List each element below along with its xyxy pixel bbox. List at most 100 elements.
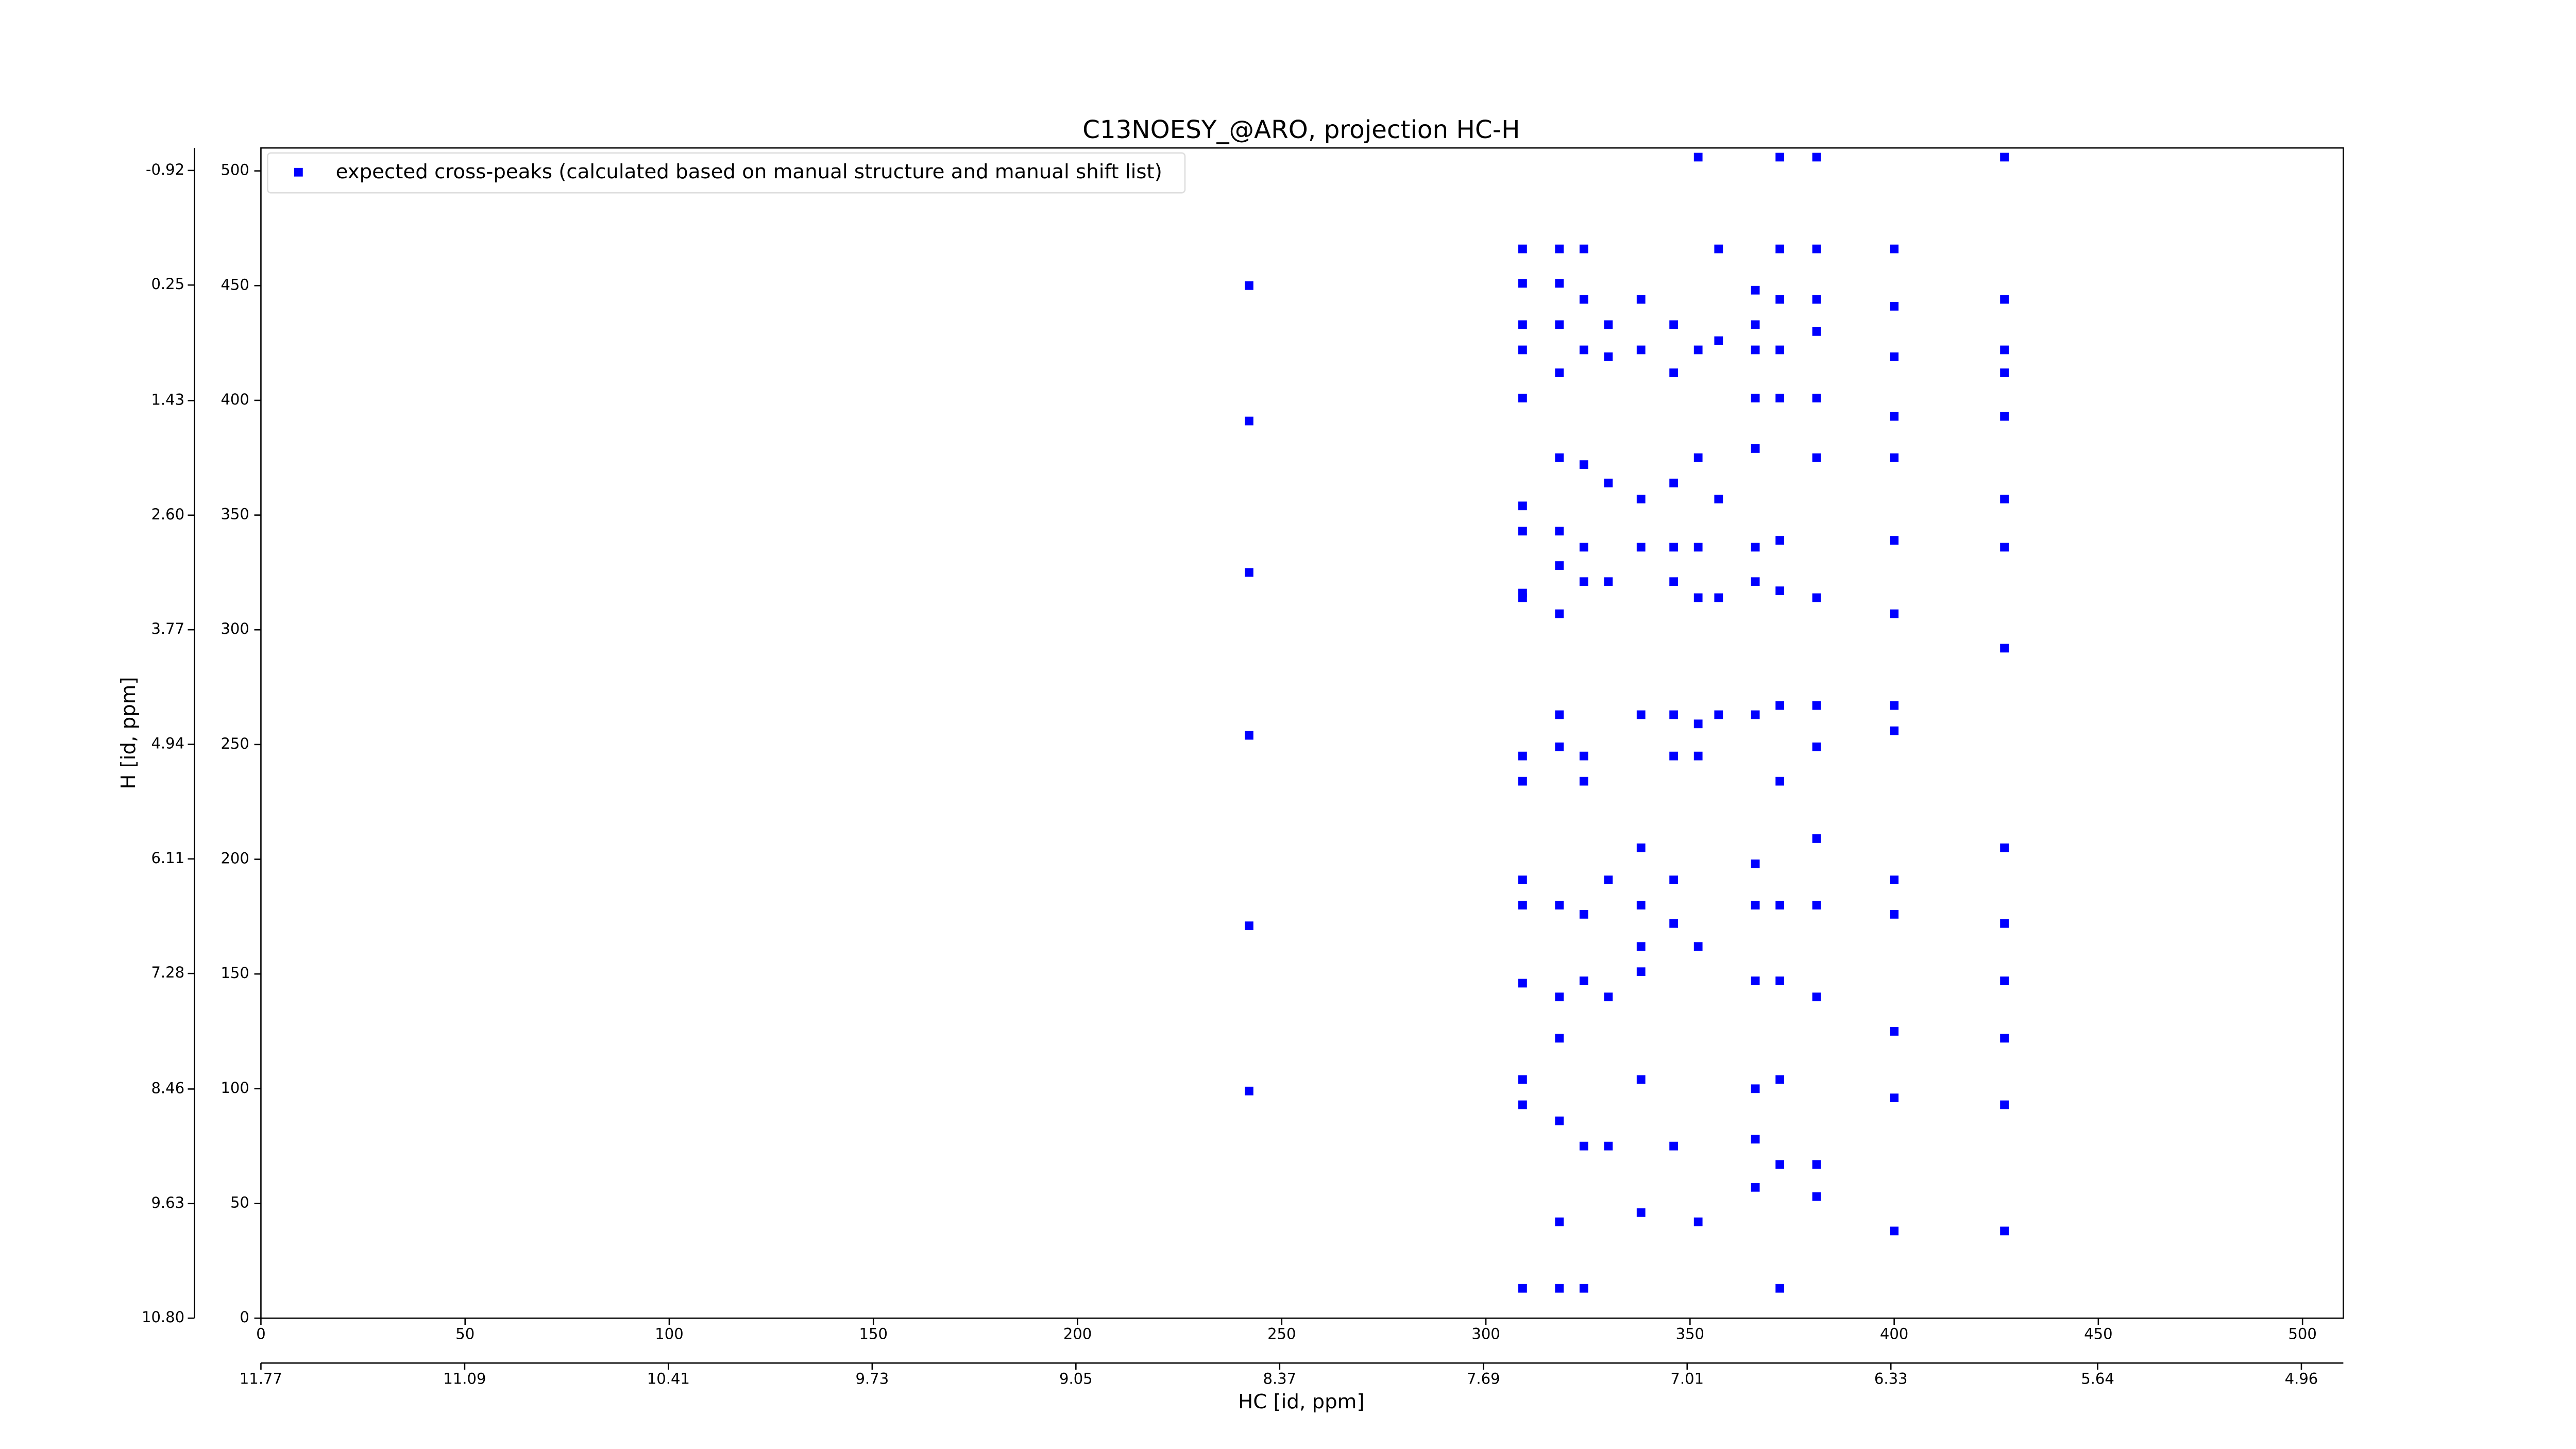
x-tick-label: 450	[2084, 1325, 2112, 1342]
y-tick-label: 250	[221, 735, 249, 752]
x2-tick-label: 6.33	[1874, 1370, 1908, 1387]
cross-peak	[1775, 1160, 1785, 1169]
cross-peak	[1245, 568, 1253, 577]
cross-peak	[1604, 875, 1613, 884]
cross-peak	[1636, 710, 1646, 719]
cross-peak	[1812, 327, 1821, 336]
y-tick-label: 150	[221, 964, 249, 982]
cross-peak	[1518, 875, 1527, 884]
cross-peak	[1890, 453, 1899, 462]
cross-peak	[1245, 921, 1253, 931]
cross-peak	[1636, 345, 1646, 355]
cross-peak	[1636, 295, 1646, 304]
cross-peak	[1604, 1141, 1613, 1151]
cross-peak	[1518, 394, 1527, 402]
cross-peak	[1636, 1075, 1646, 1084]
x-tick-label: 50	[455, 1325, 474, 1342]
cross-peak	[1555, 1116, 1564, 1125]
cross-peak	[1555, 901, 1564, 909]
cross-peak	[1775, 345, 1785, 355]
cross-peak	[1775, 701, 1785, 710]
cross-peak	[1751, 345, 1760, 355]
y2-tick-label: 7.28	[151, 964, 184, 981]
cross-peak	[2000, 295, 2009, 304]
cross-peak	[1890, 1093, 1899, 1103]
cross-peak	[1693, 1217, 1703, 1226]
cross-peak	[1890, 536, 1899, 545]
cross-peak	[1812, 453, 1821, 462]
cross-peak	[2000, 1100, 2009, 1109]
cross-peak	[1518, 1075, 1527, 1084]
cross-peak	[2000, 368, 2009, 377]
cross-peak	[1518, 345, 1527, 355]
cross-peak	[2000, 412, 2009, 421]
cross-peak	[1555, 1217, 1564, 1226]
cross-peak	[1518, 751, 1527, 761]
cross-peak	[1890, 301, 1899, 311]
x2-tick-label: 7.01	[1670, 1370, 1704, 1387]
cross-peak	[1812, 394, 1821, 402]
cross-peak	[1518, 777, 1527, 786]
cross-peak	[1245, 281, 1253, 290]
x-tick-label: 0	[256, 1325, 265, 1342]
x-tick-label: 100	[655, 1325, 683, 1342]
x2-tick-label: 4.96	[2285, 1370, 2318, 1387]
cross-peak	[1751, 976, 1760, 985]
cross-peak	[1579, 460, 1588, 469]
cross-peak	[1636, 1208, 1646, 1217]
cross-peak	[1604, 992, 1613, 1002]
cross-peak	[1555, 992, 1564, 1002]
x-tick-label: 300	[1471, 1325, 1500, 1342]
cross-peak	[2000, 843, 2009, 852]
cross-peak	[1636, 843, 1646, 852]
cross-peak	[1775, 1284, 1785, 1293]
y2-tick-label: 2.60	[151, 506, 184, 523]
cross-peak	[2000, 345, 2009, 355]
y-tick-label: 200	[221, 850, 249, 867]
cross-peak	[2000, 543, 2009, 552]
cross-peak	[2000, 976, 2009, 985]
cross-peak	[1579, 543, 1588, 552]
cross-peak	[1669, 320, 1679, 329]
y-tick-label: 300	[221, 620, 249, 637]
cross-peak	[1751, 860, 1760, 868]
cross-peak	[1751, 710, 1760, 719]
x2-tick-label: 8.37	[1263, 1370, 1296, 1387]
cross-peak	[1669, 577, 1679, 586]
cross-peak	[1579, 1284, 1588, 1293]
y2-tick-label: 4.94	[151, 734, 184, 752]
legend-box	[267, 152, 1186, 194]
y-tick-label: 450	[221, 276, 249, 293]
cross-peak	[1555, 561, 1564, 570]
y2-tick-label: 6.11	[151, 849, 184, 867]
cross-peak	[1775, 394, 1785, 402]
cross-peak	[1669, 919, 1679, 928]
cross-peak	[2000, 644, 2009, 653]
cross-peak	[1775, 976, 1785, 985]
cross-peak	[1751, 1135, 1760, 1144]
cross-peak	[1669, 478, 1679, 487]
cross-peak	[1579, 976, 1588, 985]
cross-peak	[1890, 726, 1899, 735]
x2-tick-label: 7.69	[1467, 1370, 1500, 1387]
legend: expected cross-peaks (calculated based o…	[267, 152, 1186, 194]
x-tick-label: 150	[859, 1325, 888, 1342]
cross-peak	[1714, 495, 1723, 503]
cross-peak	[1693, 942, 1703, 951]
cross-peak	[1890, 244, 1899, 254]
cross-peak	[1693, 345, 1703, 355]
cross-peak	[1579, 1141, 1588, 1151]
y-tick-label: 500	[221, 161, 249, 179]
cross-peak	[1579, 244, 1588, 254]
x-tick-label: 250	[1267, 1325, 1296, 1342]
legend-marker	[294, 167, 303, 177]
cross-peak	[1555, 710, 1564, 719]
y2-tick-label: 10.80	[142, 1308, 184, 1326]
cross-peak	[1890, 412, 1899, 421]
cross-peak	[1636, 495, 1646, 503]
cross-peak	[1890, 910, 1899, 919]
cross-peak	[1714, 244, 1723, 254]
cross-peak	[1555, 1284, 1564, 1293]
y2-tick-label: 9.63	[151, 1194, 184, 1211]
